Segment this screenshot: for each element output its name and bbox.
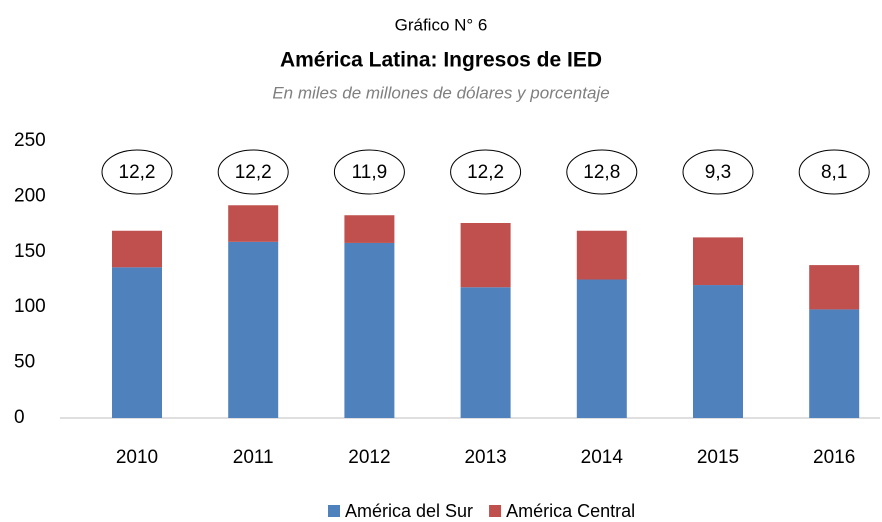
annotation-bubble <box>450 149 522 195</box>
y-tick-label: 50 <box>14 352 35 373</box>
annotation: 11,9 <box>352 162 388 183</box>
chart-title: América Latina: Ingresos de IED <box>280 49 602 72</box>
annotation-bubble <box>217 149 289 195</box>
bar-segment <box>228 241 279 418</box>
x-tick-label: 2011 <box>233 447 274 468</box>
y-tick-label: 250 <box>14 130 46 151</box>
annotation: 12,2 <box>235 162 272 183</box>
annotation-bubble <box>682 149 754 195</box>
x-tick-label: 2015 <box>697 447 739 468</box>
legend-swatch <box>328 505 340 517</box>
bar-segment <box>228 205 279 242</box>
x-tick-label: 2013 <box>464 447 506 468</box>
bar-segment <box>693 285 743 418</box>
bar-segment <box>693 237 743 286</box>
bar-segment <box>576 230 627 280</box>
annotation-bubble <box>101 149 173 195</box>
bar-segment <box>809 309 860 418</box>
bar-segment <box>344 242 395 418</box>
annotation: 9,3 <box>705 162 731 183</box>
bar-segment <box>112 267 162 418</box>
x-tick-label: 2016 <box>813 447 855 468</box>
bar-segment <box>344 215 395 243</box>
legend-swatch <box>489 505 502 517</box>
annotation-bubble <box>566 149 638 195</box>
x-tick-label: 2014 <box>581 447 624 468</box>
annotation: 12,2 <box>467 162 504 183</box>
x-tick-label: 2012 <box>348 447 390 468</box>
x-tick-label: 2010 <box>116 447 158 468</box>
annotation: 8,1 <box>821 162 847 183</box>
legend-label: América del Sur <box>345 501 473 521</box>
bar-segment <box>809 265 860 310</box>
y-tick-label: 150 <box>14 241 46 262</box>
chart-kicker: Gráfico N° 6 <box>395 15 488 34</box>
chart-subtitle: En miles de millones de dólares y porcen… <box>272 83 609 102</box>
y-tick-label: 100 <box>14 296 46 317</box>
annotation: 12,2 <box>119 162 156 183</box>
y-tick-label: 200 <box>14 185 46 206</box>
legend-label: América Central <box>506 501 635 521</box>
bar-segment <box>460 287 511 418</box>
annotation-bubble <box>798 149 870 195</box>
bar-segment <box>576 279 627 418</box>
y-tick-label: 0 <box>14 407 25 428</box>
bar-segment <box>112 230 162 268</box>
annotation-bubble <box>333 149 405 195</box>
bar-segment <box>460 222 511 288</box>
annotation: 12,8 <box>583 162 620 183</box>
